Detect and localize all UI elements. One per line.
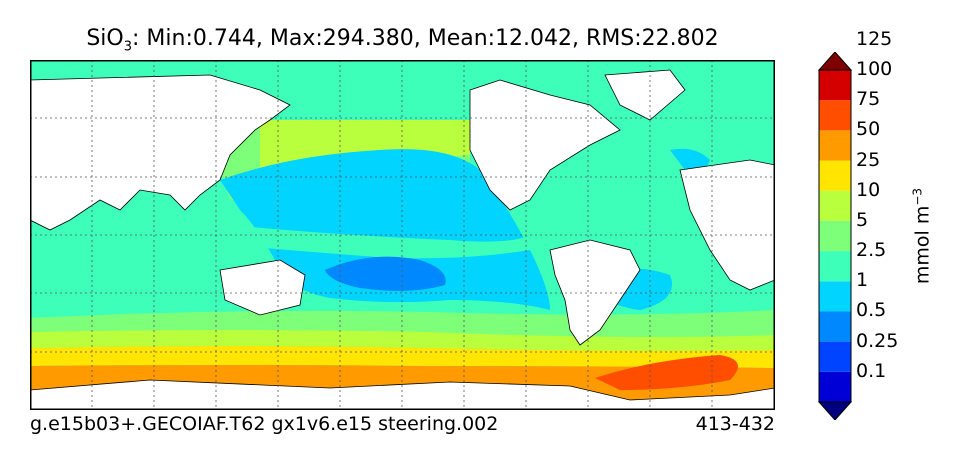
graticule [30,60,775,410]
band-weddell-75-100 [595,355,738,390]
colorbar-segment [819,100,851,131]
colorbar-tick-label: 5 [856,208,869,231]
colorbar-label: mmol m−3 [910,187,934,285]
land-africa [679,159,775,291]
colorbar-segment [819,341,851,372]
colorbar-tick-label: 100 [856,58,893,80]
land-south-america [549,239,641,346]
colorbar-segment [819,190,851,221]
band-pacific-1-2.5 [220,149,550,310]
colorbar-tick-label: 125 [856,27,893,50]
years-label: 413-432 [695,413,775,435]
band-pacific-eq-2.5 [230,225,530,259]
colorbar-tick-label: 50 [856,118,881,141]
band-atlantic-1-2.5 [670,148,710,172]
colorbar-tick-label: 2.5 [856,239,887,262]
colorbar-segment [819,281,851,312]
land-masses [30,69,775,410]
colorbar [817,52,853,420]
band-south-pacific-0.5-1 [325,256,446,291]
land-north-america [469,79,621,211]
colorbar-tick-label: 75 [856,88,881,111]
chart-title: SiO3: Min:0.744, Max:294.380, Mean:12.04… [86,26,719,55]
colorbar-extend-min [817,401,853,420]
colorbar-segment [819,251,851,282]
colorbar-segment [819,371,851,402]
colorbar-tick-label: 0.1 [856,359,887,382]
case-label: g.e15b03+.GECOIAF.T62 gx1v6.e15 steering… [30,413,499,435]
land-greenland [604,69,686,121]
land-eurasia [30,74,291,231]
colorbar-segment [819,130,851,161]
land-antarctica [30,379,775,410]
colorbar-tick-label: 1 [856,269,869,292]
colorbar-tick-label: 10 [856,178,881,201]
land-australia [219,259,306,316]
colorbar-segment [819,311,851,342]
colorbar-tick-label: 0.25 [856,329,899,352]
colorbar-segment [819,220,851,252]
colorbar-tick-label: 0.5 [856,299,887,322]
colorbar-segment [819,70,851,101]
map-frame [30,60,775,410]
map-plot [30,60,775,410]
colorbar-tick-label: 25 [856,148,881,171]
colorbar-extend-max [817,52,853,71]
colorbar-segment [819,160,851,191]
